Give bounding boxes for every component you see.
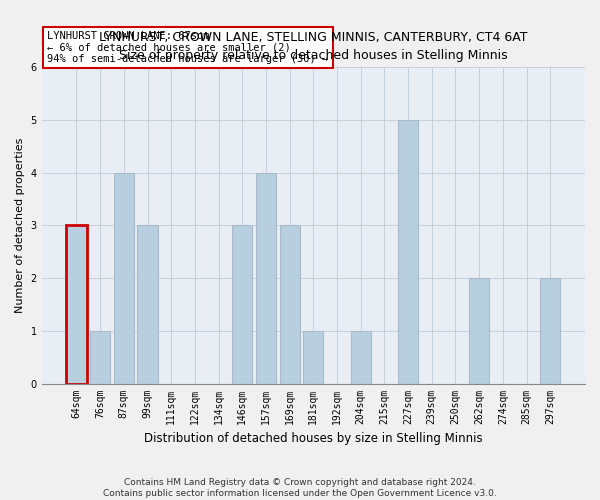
Bar: [114, 172, 134, 384]
Bar: [303, 331, 323, 384]
Y-axis label: Number of detached properties: Number of detached properties: [15, 138, 25, 313]
Bar: [350, 331, 371, 384]
Text: Contains HM Land Registry data © Crown copyright and database right 2024.
Contai: Contains HM Land Registry data © Crown c…: [103, 478, 497, 498]
Bar: [256, 172, 276, 384]
Bar: [90, 331, 110, 384]
Text: LYNHURST CROWN LANE: 67sqm
← 6% of detached houses are smaller (2)
94% of semi-d: LYNHURST CROWN LANE: 67sqm ← 6% of detac…: [47, 30, 328, 64]
Title: LYNHURST, CROWN LANE, STELLING MINNIS, CANTERBURY, CT4 6AT
Size of property rela: LYNHURST, CROWN LANE, STELLING MINNIS, C…: [99, 30, 527, 62]
X-axis label: Distribution of detached houses by size in Stelling Minnis: Distribution of detached houses by size …: [144, 432, 482, 445]
Bar: [280, 226, 300, 384]
Bar: [67, 226, 86, 384]
Bar: [540, 278, 560, 384]
Bar: [469, 278, 489, 384]
Bar: [232, 226, 253, 384]
Bar: [137, 226, 158, 384]
Bar: [398, 120, 418, 384]
